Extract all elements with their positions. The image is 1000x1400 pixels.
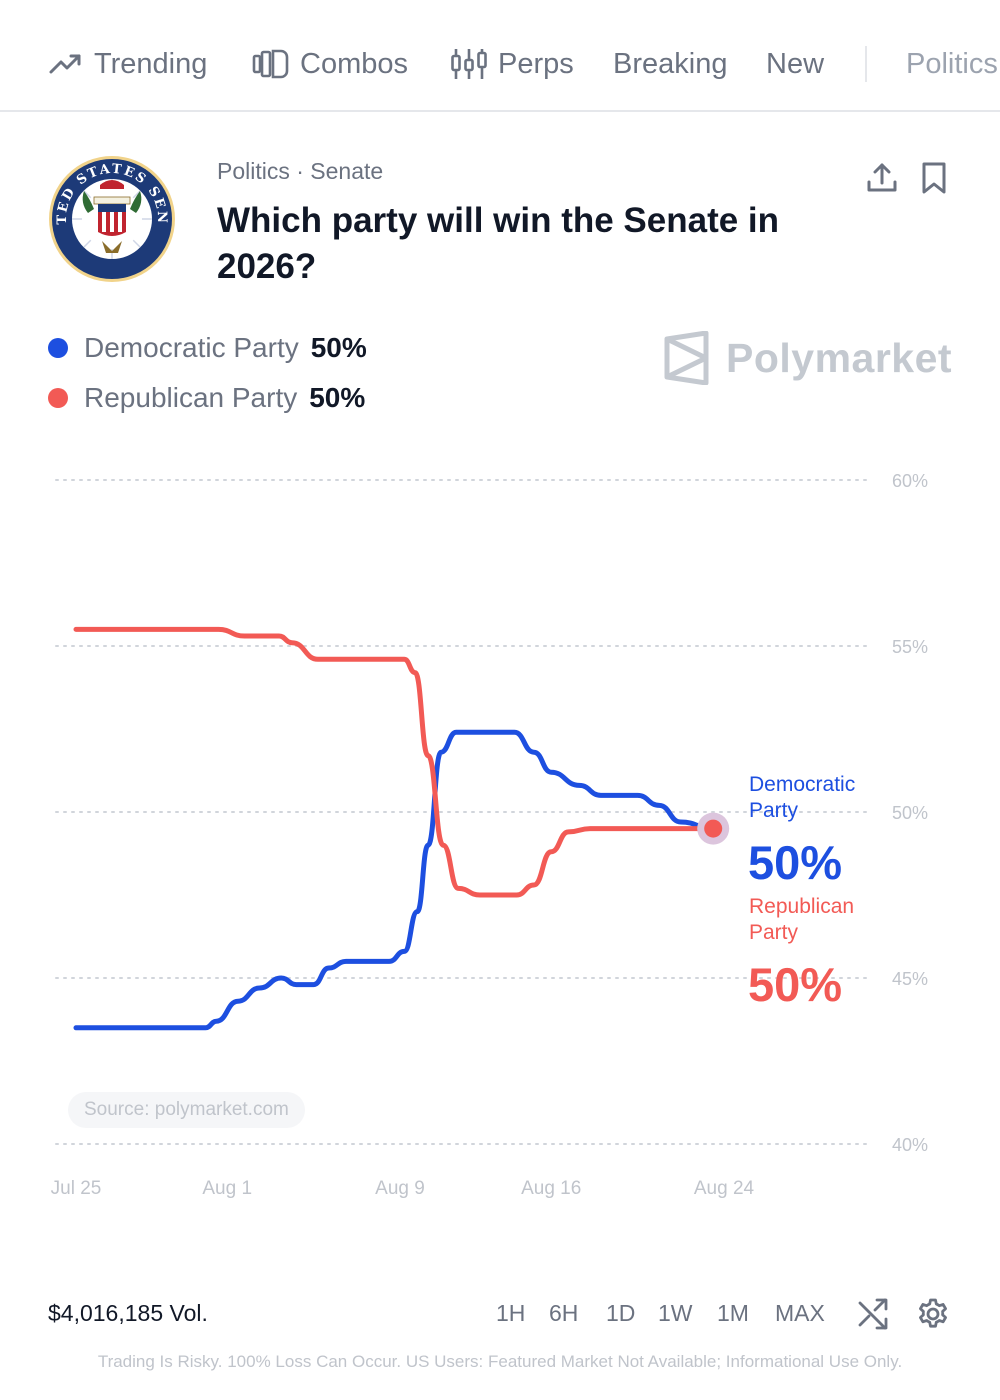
- nav-tab-label: Trending: [94, 47, 208, 80]
- gear-icon[interactable]: [916, 1297, 950, 1331]
- series-line-republican: [73, 626, 716, 898]
- share-icon[interactable]: [864, 160, 900, 196]
- disclaimer: Trading Is Risky. 100% Loss Can Occur. U…: [97, 1352, 903, 1371]
- nav-tab-breaking[interactable]: Breaking: [613, 44, 727, 84]
- y-tick-label: 55%: [892, 637, 928, 657]
- end-label-republican-value: 50%: [748, 958, 842, 1011]
- end-label-democratic-name: Democratic: [749, 773, 855, 796]
- polymarket-logo-icon: [664, 331, 709, 385]
- end-point-marker: [704, 819, 723, 838]
- range-1d-button[interactable]: 1D: [606, 1300, 636, 1326]
- y-tick-label: 50%: [892, 803, 928, 823]
- range-max-button[interactable]: MAX: [775, 1300, 825, 1326]
- candlestick-icon: [451, 49, 487, 79]
- brand-name: Polymarket: [726, 334, 953, 381]
- nav-tab-label: Breaking: [613, 47, 728, 80]
- x-tick-label: Aug 16: [521, 1178, 581, 1199]
- y-tick-label: 60%: [892, 471, 928, 491]
- trending-icon: [49, 54, 81, 74]
- x-tick-label: Aug 24: [694, 1178, 755, 1199]
- legend-name: Republican Party: [84, 382, 298, 413]
- legend-value: 50%: [310, 332, 367, 363]
- breadcrumb: Politics · Senate: [217, 158, 384, 184]
- range-1w-button[interactable]: 1W: [658, 1300, 693, 1326]
- nav-tab-label: Politics: [906, 47, 998, 80]
- end-label-democratic-name: Party: [749, 799, 799, 822]
- bookmark-icon[interactable]: [916, 160, 952, 196]
- legend-name: Democratic Party: [84, 332, 299, 363]
- y-tick-label: 45%: [892, 969, 928, 989]
- price-chart[interactable]: 60% 55% 50% 45% 40% Jul 25 Aug 1 Aug 9 Aug 16 Aug…: [0, 440, 1000, 1220]
- nav-tab-combos[interactable]: Combos: [252, 44, 408, 84]
- nav-tab-label: Combos: [300, 47, 408, 80]
- end-label-republican-name: Republican: [749, 895, 854, 918]
- range-1h-button[interactable]: 1H: [496, 1300, 526, 1326]
- legend-dot: [48, 388, 68, 408]
- legend-value: 50%: [309, 382, 366, 413]
- volume-label: $4,016,185 Vol.: [48, 1300, 208, 1326]
- polymarket-logo: Polymarket: [664, 328, 952, 388]
- x-tick-label: Aug 9: [375, 1178, 425, 1199]
- range-6h-button[interactable]: 6H: [549, 1300, 579, 1326]
- nav-tab-label: Perps: [498, 47, 574, 80]
- nav-tab-new[interactable]: New: [766, 44, 824, 84]
- y-tick-label: 40%: [892, 1135, 928, 1155]
- top-nav: Trending Combos Perps Breaking New Polit…: [0, 0, 1000, 112]
- shuffle-icon[interactable]: [857, 1297, 891, 1331]
- source-label: Source: polymarket.com: [68, 1092, 305, 1128]
- x-tick-label: Jul 25: [51, 1178, 102, 1199]
- nav-divider: [865, 46, 867, 82]
- legend-dot: [48, 338, 68, 358]
- nav-tab-trending[interactable]: Trending: [48, 44, 207, 84]
- end-label-democratic-value: 50%: [748, 836, 842, 889]
- legend-item-democratic: Democratic Party 50%: [48, 330, 367, 366]
- combos-icon: [252, 49, 289, 79]
- x-tick-label: Aug 1: [202, 1178, 252, 1199]
- senate-seal-icon: UNITED STATES SENATE: [48, 155, 175, 282]
- nav-tab-label: New: [766, 47, 825, 80]
- legend-item-republican: Republican Party 50%: [48, 380, 365, 416]
- end-label-republican-name: Party: [749, 921, 799, 944]
- page-title: Which party will win the Senate in 2026?: [217, 201, 780, 286]
- range-1m-button[interactable]: 1M: [717, 1300, 749, 1326]
- nav-tab-politics[interactable]: Politics: [906, 44, 998, 84]
- series-line-democratic: [73, 729, 716, 1031]
- nav-tab-perps[interactable]: Perps: [450, 44, 574, 84]
